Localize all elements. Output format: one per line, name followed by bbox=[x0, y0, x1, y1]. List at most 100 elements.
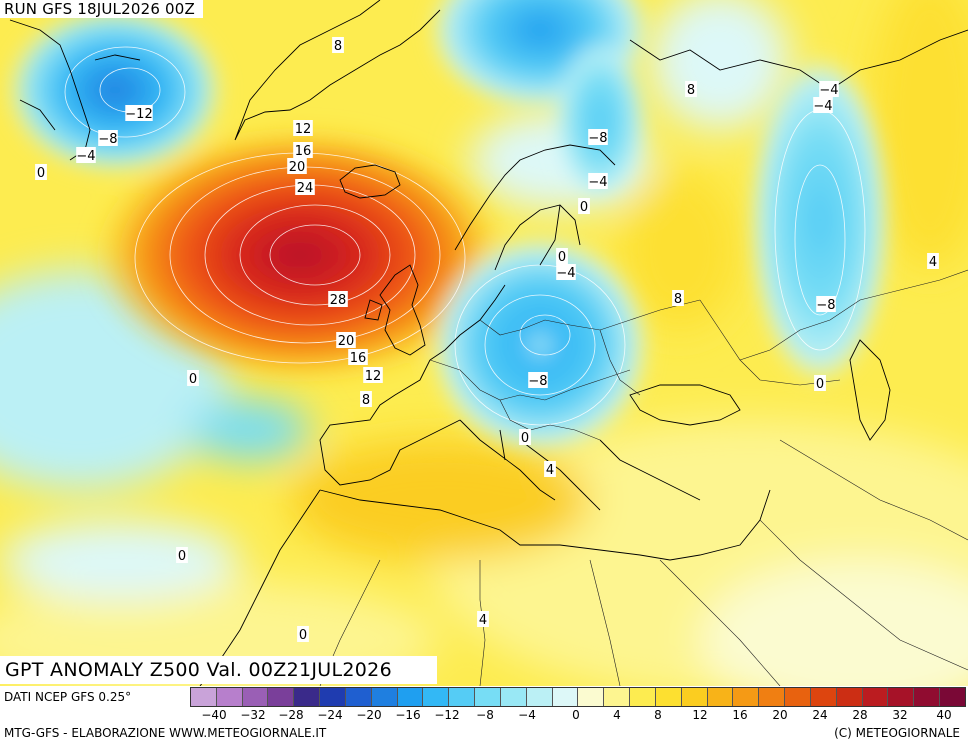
scale-tick-label: −12 bbox=[434, 708, 460, 722]
scale-swatch bbox=[759, 688, 786, 706]
color-scale-ticks: −40 −32 −28 −24 −20 −16 −12 −8 −4 0 4 8 12 16 20 24 28 32… bbox=[190, 708, 966, 724]
scale-swatch bbox=[500, 688, 527, 706]
label-m4-urals-a: −4 bbox=[819, 83, 838, 98]
label-12-uk-south-bg bbox=[363, 367, 383, 383]
scale-swatch bbox=[320, 688, 346, 706]
label-m4-baltic: −4 bbox=[556, 266, 575, 281]
label-24-iceland: 24 bbox=[297, 181, 314, 196]
scale-swatch bbox=[294, 688, 321, 706]
label-8-russia-bg bbox=[672, 290, 684, 306]
scale-swatch bbox=[940, 688, 965, 706]
scale-swatch bbox=[914, 688, 941, 706]
label-16-uk: 16 bbox=[350, 351, 367, 366]
label-16-iceland-bg bbox=[293, 142, 313, 158]
scale-swatch bbox=[216, 688, 243, 706]
scale-swatch bbox=[371, 688, 398, 706]
label-m8-caspian-bg bbox=[816, 296, 836, 312]
scale-swatch bbox=[604, 688, 631, 706]
label-0-atlantic-nw-bg bbox=[35, 164, 47, 180]
credit-left: MTG-GFS - ELABORAZIONE WWW.METEOGIORNALE… bbox=[4, 726, 327, 740]
anomaly-map: 8−12−8−4012162024282016128000−8−4080−4−8… bbox=[0, 0, 968, 686]
anomaly-shading bbox=[0, 0, 968, 686]
label-m4-canada: −4 bbox=[76, 149, 95, 164]
label-12-iceland-north-bg bbox=[293, 120, 313, 136]
label-4-italy-south-bg bbox=[544, 461, 556, 477]
label-0-balkans: 0 bbox=[521, 431, 529, 446]
scale-tick-label: 28 bbox=[852, 708, 868, 722]
label-12-iceland-north: 12 bbox=[295, 122, 312, 137]
label-m4-baltic-bg bbox=[556, 264, 576, 280]
label-20-scotland-bg bbox=[336, 332, 356, 348]
footer: DATI NCEP GFS 0.25° −40 −32 −28 −24 −20 −16 −1… bbox=[0, 686, 968, 745]
label-12-uk-south: 12 bbox=[365, 369, 382, 384]
label-8-russia: 8 bbox=[674, 292, 682, 307]
label-0-canaries-bg bbox=[297, 626, 309, 642]
label-20-iceland-bg bbox=[287, 158, 307, 174]
label-0-caucasus-bg bbox=[814, 375, 826, 391]
scale-tick-label: −4 bbox=[518, 708, 536, 722]
scale-swatch bbox=[449, 688, 476, 706]
scale-tick-label: 4 bbox=[613, 708, 621, 722]
label-m8-canada: −8 bbox=[98, 132, 117, 147]
label-m12-canada: −12 bbox=[125, 107, 152, 122]
label-0-scandinavia: 0 bbox=[580, 200, 588, 215]
scale-swatch bbox=[578, 688, 605, 706]
label-4-sahara: 4 bbox=[479, 613, 487, 628]
color-scale bbox=[190, 687, 966, 707]
caspian-coast bbox=[849, 339, 891, 441]
label-m8-hungary-bg bbox=[528, 372, 548, 388]
scale-swatch bbox=[268, 688, 295, 706]
scale-swatch bbox=[630, 688, 656, 706]
scale-swatch bbox=[707, 688, 734, 706]
label-20-iceland: 20 bbox=[289, 160, 306, 175]
label-8-biscay-bg bbox=[360, 391, 372, 407]
label-4-kazakhstan-bg bbox=[927, 253, 939, 269]
scale-tick-label: −20 bbox=[356, 708, 382, 722]
scale-swatch bbox=[191, 688, 217, 706]
scale-swatch bbox=[785, 688, 811, 706]
label-20-scotland: 20 bbox=[338, 334, 355, 349]
greenland-coast bbox=[234, 0, 441, 141]
contour-labels: 8−12−8−4012162024282016128000−8−4080−4−8… bbox=[35, 37, 939, 643]
scale-tick-label: 0 bbox=[572, 708, 580, 722]
scale-swatch bbox=[733, 688, 760, 706]
label-0-atlantic-mid: 0 bbox=[189, 372, 197, 387]
mediterranean-south-coast bbox=[319, 489, 771, 561]
europe-coast bbox=[319, 284, 701, 511]
scale-tick-label: −24 bbox=[317, 708, 343, 722]
label-24-iceland-bg bbox=[295, 179, 315, 195]
scale-swatch bbox=[423, 688, 450, 706]
label-8-russia-north: 8 bbox=[687, 83, 695, 98]
label-8-biscay: 8 bbox=[362, 393, 370, 408]
label-4-italy-south: 4 bbox=[546, 463, 554, 478]
label-m4-barents: −4 bbox=[588, 175, 607, 190]
scale-tick-label: −28 bbox=[278, 708, 304, 722]
label-8-russia-north-bg bbox=[685, 81, 697, 97]
borders bbox=[319, 269, 968, 686]
label-m4-canada-bg bbox=[76, 147, 96, 163]
label-0-caucasus: 0 bbox=[816, 377, 824, 392]
label-m4-urals-a-bg bbox=[819, 81, 839, 97]
scale-swatch bbox=[552, 688, 579, 706]
scale-swatch bbox=[836, 688, 863, 706]
canada-coast bbox=[9, 19, 141, 161]
label-m8-svalbard: −8 bbox=[588, 131, 607, 146]
scale-swatch bbox=[681, 688, 708, 706]
russia-arctic-coast bbox=[629, 29, 968, 91]
scale-swatch bbox=[862, 688, 889, 706]
uk-coast bbox=[364, 264, 426, 356]
product-title: GPT ANOMALY Z500 Val. 00Z21JUL2026 bbox=[0, 656, 437, 684]
iceland-coast bbox=[339, 164, 401, 199]
label-m8-hungary: −8 bbox=[528, 374, 547, 389]
label-m4-urals-b-bg bbox=[813, 97, 833, 113]
scale-tick-label: 16 bbox=[732, 708, 748, 722]
label-28-high-center-bg bbox=[328, 291, 348, 307]
label-0-canaries: 0 bbox=[299, 628, 307, 643]
scale-tick-label: −32 bbox=[240, 708, 266, 722]
scale-tick-label: 24 bbox=[812, 708, 828, 722]
label-16-uk-bg bbox=[348, 349, 368, 365]
label-28-high-center: 28 bbox=[330, 293, 347, 308]
scale-swatch bbox=[475, 688, 501, 706]
scale-swatch bbox=[655, 688, 682, 706]
scale-tick-label: 32 bbox=[892, 708, 908, 722]
